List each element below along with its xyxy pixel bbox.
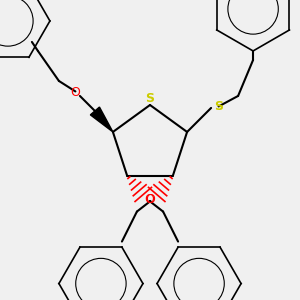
Polygon shape — [90, 107, 113, 132]
Text: S: S — [214, 100, 223, 113]
Text: O: O — [145, 193, 154, 206]
Text: O: O — [146, 193, 155, 206]
Text: O: O — [70, 86, 80, 99]
Text: S: S — [146, 92, 154, 106]
